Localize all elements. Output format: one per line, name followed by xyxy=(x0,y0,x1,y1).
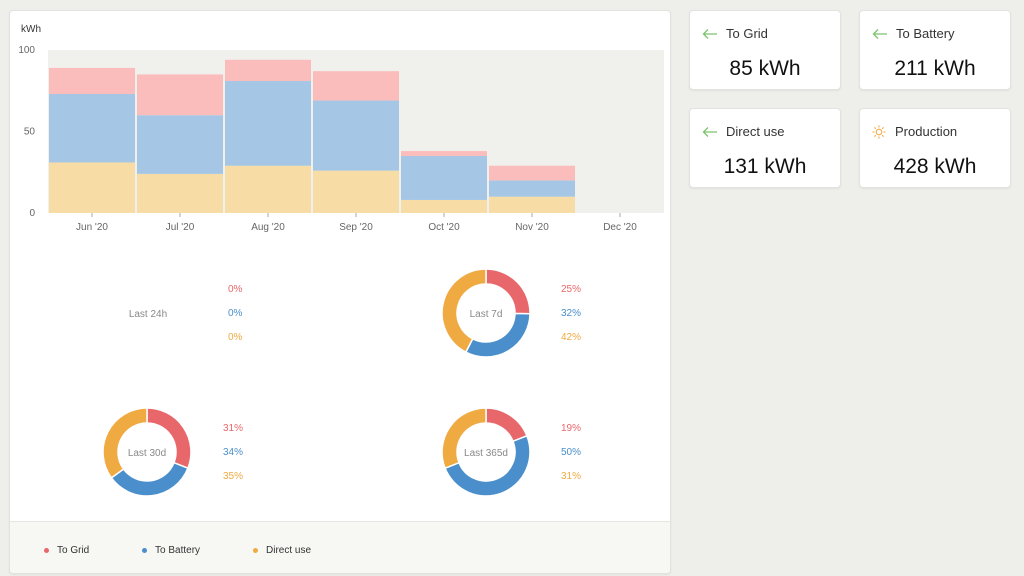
bar-to-battery xyxy=(137,115,223,174)
legend-dot-grid xyxy=(44,548,49,553)
legend-label-grid: To Grid xyxy=(57,545,90,556)
bar-direct-use xyxy=(401,199,487,213)
bar-to-grid xyxy=(225,59,311,81)
donut-battery-pct: 32% xyxy=(561,308,582,319)
donut-slice-direct xyxy=(441,268,487,354)
x-tick-label: Jul '20 xyxy=(166,222,195,233)
stat-card-direct-use: Direct use 131 kWh xyxy=(689,108,841,188)
stat-label: To Battery xyxy=(896,26,955,41)
legend-item-battery[interactable]: To Battery xyxy=(142,545,200,556)
x-tick-label: Dec '20 xyxy=(603,222,637,233)
donut-grid-pct: 19% xyxy=(561,423,582,434)
donut-slice-direct xyxy=(441,407,487,470)
bar-to-battery xyxy=(489,180,575,197)
stacked-bar-chart: kWh 0 50 100 Jun '20 Jul '20 Aug '20 Sep '20 Oct… xyxy=(18,24,664,233)
donut-ring xyxy=(441,407,531,497)
bar-to-battery xyxy=(49,94,135,163)
legend-item-grid[interactable]: To Grid xyxy=(44,545,89,556)
donut-ring xyxy=(102,407,192,497)
donut-center-label: Last 30d xyxy=(127,448,167,459)
stat-value: 131 kWh xyxy=(723,155,807,178)
stat-card-to-battery: To Battery 211 kWh xyxy=(859,10,1011,90)
arrow-left-icon xyxy=(702,28,717,39)
donut-direct-pct: 35% xyxy=(223,471,244,482)
bar-to-grid xyxy=(489,165,575,181)
stat-label: Direct use xyxy=(726,124,785,139)
donut-last-24h: Last 24h 0% 0% 0% xyxy=(98,267,298,357)
legend-dot-battery xyxy=(142,548,147,553)
y-axis-label: kWh xyxy=(21,24,41,35)
bar-direct-use xyxy=(49,162,135,213)
bar-direct-use xyxy=(137,173,223,213)
donut-last-365d: Last 365d 19% 50% 31% xyxy=(438,406,638,498)
bar-to-grid xyxy=(49,67,135,95)
bar-direct-use xyxy=(313,170,399,213)
donut-center-label: Last 24h xyxy=(128,309,168,320)
donut-slice-direct xyxy=(102,407,148,479)
donut-slice-battery xyxy=(444,434,531,497)
donut-grid-pct: 31% xyxy=(223,423,244,434)
y-tick-label: 50 xyxy=(24,127,36,138)
arrow-left-icon xyxy=(872,28,887,39)
arrow-left-icon xyxy=(702,126,717,137)
donut-battery-pct: 50% xyxy=(561,447,582,458)
bar-direct-use xyxy=(225,165,311,213)
bar-to-battery xyxy=(225,80,311,166)
bar-to-grid xyxy=(313,71,399,101)
bar-to-grid xyxy=(401,151,487,156)
x-tick-label: Jun '20 xyxy=(76,222,108,233)
donut-direct-pct: 42% xyxy=(561,332,582,343)
chart-legend: To Grid To Battery Direct use xyxy=(10,521,670,573)
legend-dot-direct xyxy=(253,548,258,553)
donut-slice-grid xyxy=(485,268,531,315)
donut-battery-pct: 0% xyxy=(228,308,243,319)
donut-slice-grid xyxy=(485,407,528,443)
stat-label: To Grid xyxy=(726,26,768,41)
stat-card-to-grid: To Grid 85 kWh xyxy=(689,10,841,90)
energy-chart-card: kWh 0 50 100 Jun '20 Jul '20 Aug '20 Sep '20 Oct… xyxy=(9,10,671,574)
bar-direct-use xyxy=(489,196,575,213)
donut-direct-pct: 31% xyxy=(561,471,582,482)
donut-grid-pct: 25% xyxy=(561,284,582,295)
donut-grid-pct: 0% xyxy=(228,284,243,295)
bar-to-battery xyxy=(401,155,487,200)
bar-to-grid xyxy=(137,74,223,116)
stat-value: 428 kWh xyxy=(893,155,977,178)
x-tick-label: Sep '20 xyxy=(339,222,373,233)
donut-slice-grid xyxy=(146,407,192,470)
x-tick-label: Oct '20 xyxy=(428,222,460,233)
y-tick-label: 0 xyxy=(29,208,35,219)
x-tick-label: Aug '20 xyxy=(251,222,285,233)
stat-value: 211 kWh xyxy=(894,57,976,80)
x-tick-label: Nov '20 xyxy=(515,222,549,233)
legend-item-direct[interactable]: Direct use xyxy=(253,545,311,556)
stat-label: Production xyxy=(895,124,958,139)
stat-card-production: Production 428 kWh xyxy=(859,108,1011,188)
y-tick-label: 100 xyxy=(18,45,35,56)
donut-ring xyxy=(441,268,531,358)
legend-label-direct: Direct use xyxy=(266,545,312,556)
donut-center-label: Last 7d xyxy=(469,309,503,320)
donut-last-7d: Last 7d 25% 32% 42% xyxy=(438,267,638,359)
donut-last-30d: Last 30d 31% 34% 35% xyxy=(98,406,298,498)
stat-value: 85 kWh xyxy=(729,57,801,80)
donut-center-label: Last 365d xyxy=(464,448,508,459)
donut-direct-pct: 0% xyxy=(228,332,243,343)
bar-to-battery xyxy=(313,100,399,171)
legend-label-battery: To Battery xyxy=(155,545,201,556)
donut-battery-pct: 34% xyxy=(223,447,244,458)
sun-icon xyxy=(872,124,886,139)
